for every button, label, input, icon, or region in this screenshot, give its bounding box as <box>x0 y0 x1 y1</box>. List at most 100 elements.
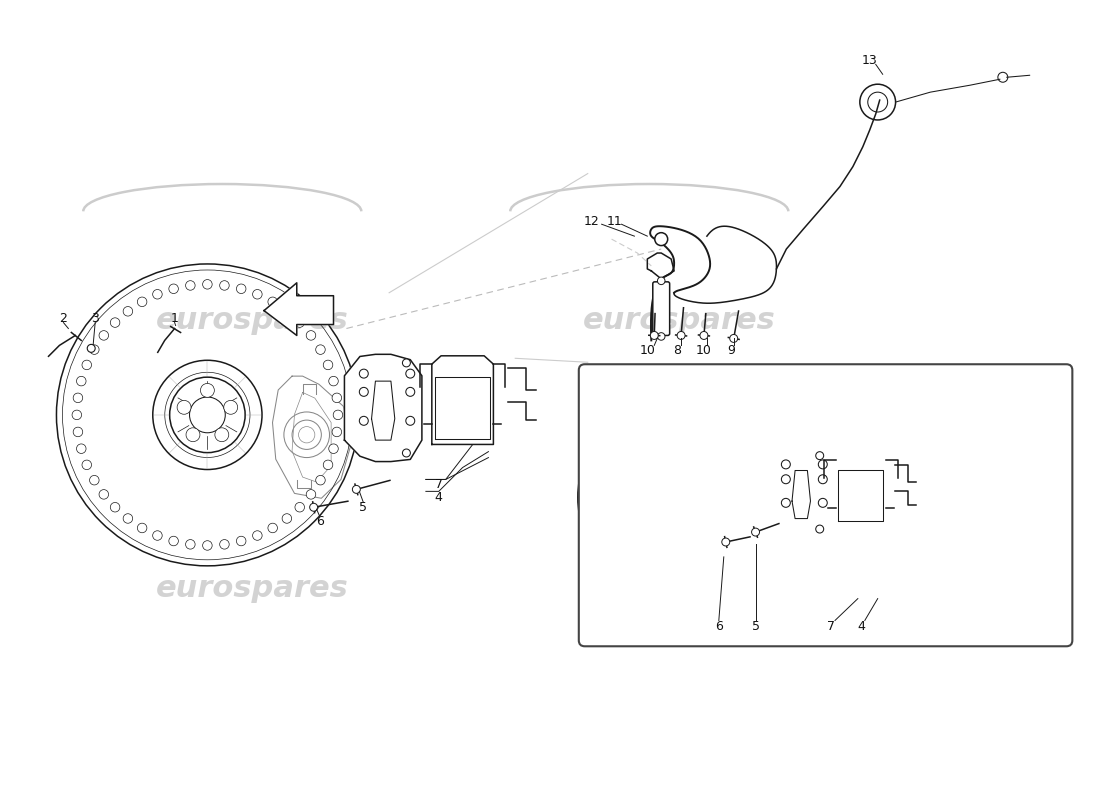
Circle shape <box>728 434 738 443</box>
Circle shape <box>610 434 620 443</box>
Circle shape <box>89 345 99 354</box>
Circle shape <box>658 277 666 285</box>
Polygon shape <box>273 376 352 498</box>
Circle shape <box>360 387 368 396</box>
Circle shape <box>746 461 756 470</box>
Circle shape <box>282 514 292 523</box>
Circle shape <box>670 410 679 418</box>
Circle shape <box>722 538 729 546</box>
Circle shape <box>678 331 685 339</box>
Polygon shape <box>432 356 494 445</box>
Circle shape <box>323 460 333 470</box>
Circle shape <box>403 449 410 457</box>
Circle shape <box>751 528 759 536</box>
Circle shape <box>82 460 91 470</box>
Circle shape <box>702 570 711 579</box>
Circle shape <box>818 498 827 507</box>
Circle shape <box>323 360 333 370</box>
Circle shape <box>123 306 133 316</box>
Polygon shape <box>264 283 333 335</box>
Circle shape <box>700 331 708 339</box>
Circle shape <box>202 279 212 289</box>
Text: 11: 11 <box>607 214 623 228</box>
Circle shape <box>295 318 305 327</box>
Text: 10: 10 <box>696 344 712 357</box>
Circle shape <box>658 333 666 340</box>
Circle shape <box>332 427 342 437</box>
Circle shape <box>329 444 339 454</box>
Circle shape <box>214 428 229 442</box>
Circle shape <box>746 525 756 534</box>
Circle shape <box>668 475 681 489</box>
Circle shape <box>816 525 824 533</box>
Text: 5: 5 <box>751 620 760 633</box>
Polygon shape <box>792 470 811 518</box>
Text: 1: 1 <box>170 312 178 325</box>
Circle shape <box>360 416 368 426</box>
Circle shape <box>123 514 133 523</box>
Circle shape <box>89 475 99 485</box>
Text: 12: 12 <box>584 214 600 228</box>
Circle shape <box>82 360 91 370</box>
Circle shape <box>752 493 762 502</box>
Circle shape <box>306 330 316 340</box>
Circle shape <box>186 428 200 442</box>
Circle shape <box>623 423 632 433</box>
Circle shape <box>751 509 760 518</box>
Circle shape <box>685 574 695 584</box>
Text: 8: 8 <box>673 344 681 357</box>
Circle shape <box>781 474 790 484</box>
Circle shape <box>587 509 597 518</box>
Circle shape <box>77 376 86 386</box>
Circle shape <box>638 415 647 425</box>
Circle shape <box>99 330 109 340</box>
Polygon shape <box>717 475 767 553</box>
FancyBboxPatch shape <box>579 364 1072 646</box>
Text: 4: 4 <box>857 620 865 633</box>
Circle shape <box>268 297 277 306</box>
Circle shape <box>332 393 342 402</box>
Text: 13: 13 <box>862 54 878 67</box>
Circle shape <box>751 476 760 486</box>
Circle shape <box>818 460 827 469</box>
Text: 3: 3 <box>91 312 99 325</box>
Circle shape <box>781 498 790 507</box>
Circle shape <box>153 530 162 540</box>
Circle shape <box>638 570 647 579</box>
Circle shape <box>295 502 305 512</box>
Circle shape <box>236 536 246 546</box>
Circle shape <box>403 359 410 367</box>
Circle shape <box>601 539 609 548</box>
Circle shape <box>74 427 82 437</box>
Circle shape <box>333 410 343 420</box>
Circle shape <box>593 461 602 470</box>
Circle shape <box>73 410 81 420</box>
Text: 4: 4 <box>434 491 442 504</box>
Text: 7: 7 <box>827 620 835 633</box>
Circle shape <box>110 318 120 327</box>
Circle shape <box>781 460 790 469</box>
Circle shape <box>74 393 82 402</box>
Circle shape <box>282 306 292 316</box>
Circle shape <box>406 369 415 378</box>
Circle shape <box>738 446 748 456</box>
Circle shape <box>316 475 326 485</box>
Circle shape <box>716 562 725 571</box>
Circle shape <box>658 503 672 517</box>
Circle shape <box>729 334 738 342</box>
Polygon shape <box>372 381 395 440</box>
Circle shape <box>223 400 238 414</box>
Circle shape <box>168 284 178 294</box>
Circle shape <box>406 387 415 396</box>
Circle shape <box>306 490 316 499</box>
Circle shape <box>623 562 632 571</box>
Circle shape <box>110 502 120 512</box>
Circle shape <box>586 493 595 502</box>
Circle shape <box>200 383 214 398</box>
Circle shape <box>670 576 679 586</box>
Text: 5: 5 <box>360 501 367 514</box>
Circle shape <box>682 486 696 499</box>
Circle shape <box>676 503 690 517</box>
Circle shape <box>593 525 602 534</box>
Circle shape <box>253 530 262 540</box>
